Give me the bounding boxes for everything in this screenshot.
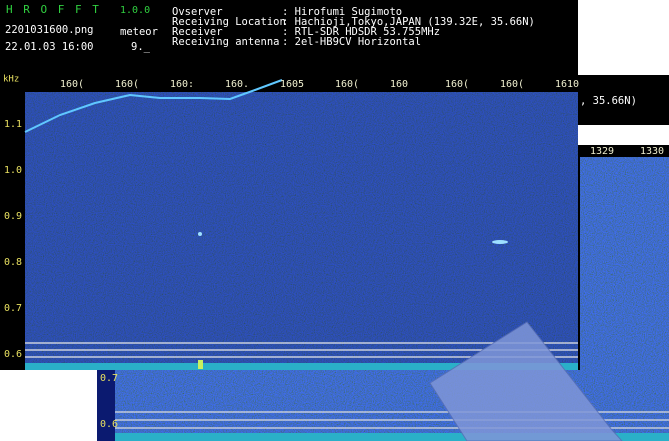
field-key: Receiving antenna: [172, 36, 279, 48]
bottom-y-label: 0.7: [100, 373, 118, 384]
main-spectrogram: [25, 92, 578, 370]
right-x-label: 1330: [640, 146, 664, 157]
meteor-echo: [492, 240, 508, 244]
bottom-strip: [115, 433, 669, 441]
x-label: 1605: [280, 79, 304, 90]
x-label: 160(: [500, 79, 524, 90]
y-label: 0.6: [4, 349, 22, 360]
app-name: H R O F F T: [6, 3, 101, 16]
app-version: 1.0.0: [120, 5, 150, 16]
x-label: 160: [390, 79, 408, 90]
y-label: 0.8: [4, 257, 22, 268]
right-header: [578, 75, 669, 125]
x-label: 160(: [60, 79, 84, 90]
unit-label: kHz: [3, 75, 19, 85]
field-value: : RTL-SDR HDSDR 53.755MHz: [282, 26, 440, 38]
meteor-echo: [198, 360, 203, 369]
bottom-y-label: 0.6: [100, 419, 118, 430]
x-label: 160(: [115, 79, 139, 90]
main-strip: [25, 363, 578, 370]
y-label: 1.0: [4, 165, 22, 176]
y-label: 1.1: [4, 119, 22, 130]
file-name: 2201031600.png: [5, 24, 94, 36]
right-x-label: 1329: [590, 146, 614, 157]
y-label: 0.7: [4, 303, 22, 314]
field-value: : 2el-HB9CV Horizontal: [282, 36, 421, 48]
field-key: Receiving Location: [172, 16, 286, 28]
header-bar: [0, 0, 578, 75]
x-label: 160:: [170, 79, 194, 90]
field-key: Receiver: [172, 26, 223, 38]
y-label: 0.9: [4, 211, 22, 222]
x-label: 1610: [555, 79, 579, 90]
right-header-text: , 35.66N): [580, 95, 637, 107]
signal-trace: [24, 79, 283, 133]
field-value: : Hachioji,Tokyo,JAPAN (139.32E, 35.66N): [282, 16, 535, 28]
mode: meteor: [120, 26, 158, 38]
x-label: 160.: [225, 79, 249, 90]
right-axis: [578, 145, 669, 157]
x-label: 160(: [445, 79, 469, 90]
x-label: 160(: [335, 79, 359, 90]
field-key: Ovserver: [172, 6, 223, 18]
field-value: : Hirofumi Sugimoto: [282, 6, 402, 18]
count: 9._: [131, 41, 151, 53]
meteor-echo: [198, 232, 202, 236]
overlay-shape: [429, 321, 623, 441]
datetime: 22.01.03 16:00: [5, 41, 94, 53]
right-spectrogram: [580, 155, 669, 370]
spectrogram-tint: [25, 92, 578, 370]
